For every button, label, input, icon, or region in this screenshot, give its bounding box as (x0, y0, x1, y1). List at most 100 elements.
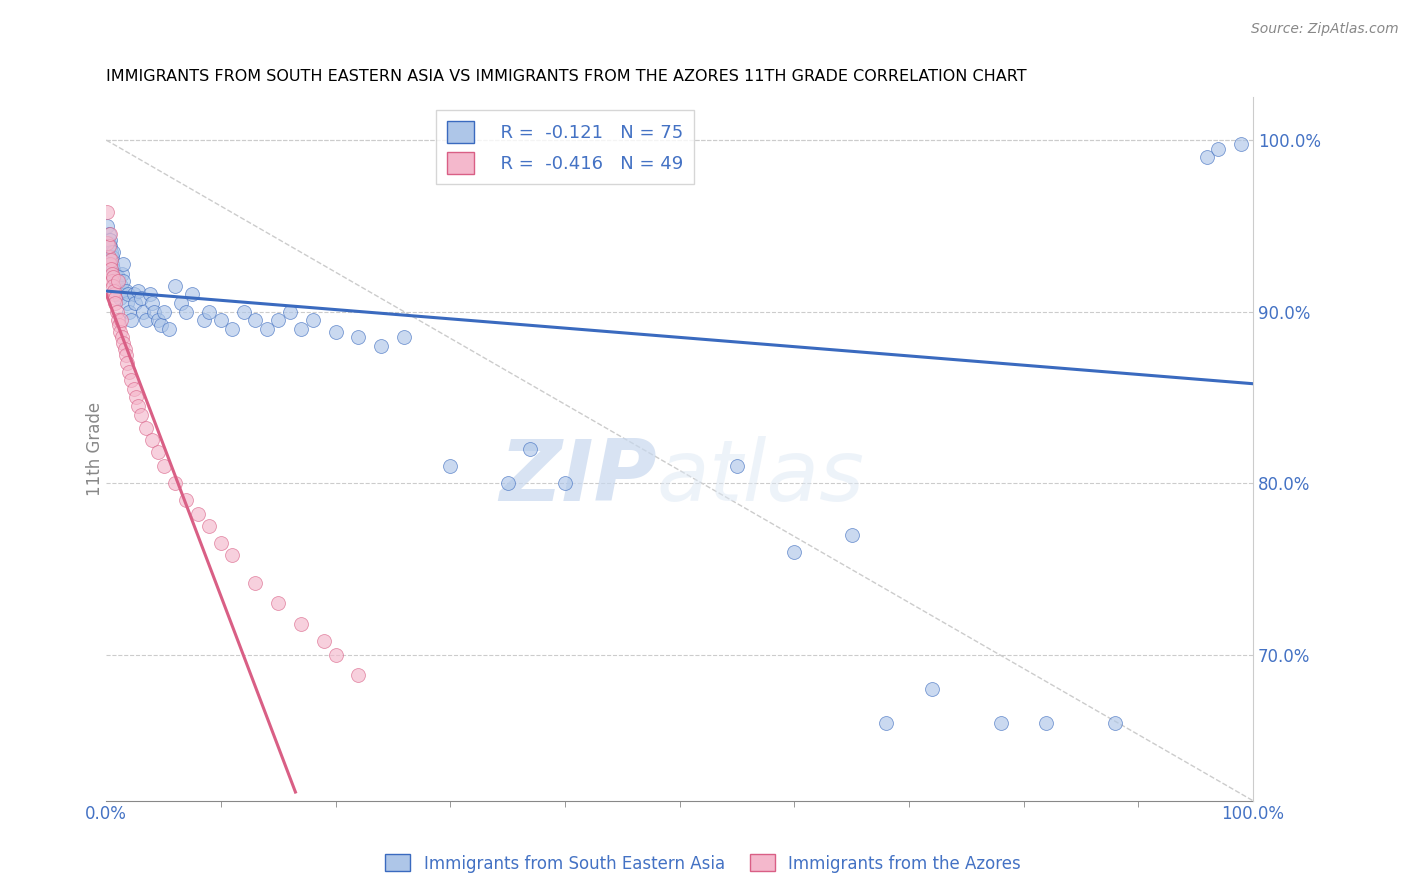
Point (96, 219, 118, 233)
Point (101, 274, 124, 288)
Point (150, 318, 173, 333)
Point (125, 391, 148, 405)
Point (101, 267, 124, 281)
Point (221, 549, 243, 563)
Point (104, 291, 127, 305)
Point (245, 313, 267, 327)
Point (783, 545, 806, 559)
Text: IMMIGRANTS FROM SOUTH EASTERN ASIA VS IMMIGRANTS FROM THE AZORES 11TH GRADE CORR: IMMIGRANTS FROM SOUTH EASTERN ASIA VS IM… (107, 69, 1026, 84)
Point (122, 287, 145, 301)
Point (101, 257, 124, 271)
Point (1195, 150, 1218, 164)
Point (135, 313, 157, 327)
Point (114, 343, 136, 357)
Point (267, 596, 290, 610)
Point (111, 267, 134, 281)
Legend:   R =  -0.121   N = 75,   R =  -0.416   N = 49: R = -0.121 N = 75, R = -0.416 N = 49 (436, 110, 693, 185)
Point (107, 274, 129, 288)
Point (114, 347, 136, 361)
Text: atlas: atlas (657, 435, 865, 518)
Point (108, 291, 131, 305)
Point (108, 325, 131, 339)
Point (96, 235, 118, 250)
Point (129, 291, 152, 305)
Point (111, 330, 134, 344)
Point (163, 476, 186, 491)
Point (121, 313, 143, 327)
Point (112, 257, 135, 271)
Point (290, 616, 312, 631)
Point (325, 648, 347, 662)
Point (347, 330, 370, 344)
Point (98, 257, 121, 271)
Point (152, 458, 174, 473)
Point (347, 668, 370, 682)
Point (439, 458, 461, 473)
Point (143, 304, 166, 318)
Point (301, 313, 323, 327)
Point (122, 382, 145, 396)
Point (105, 279, 128, 293)
Point (104, 274, 127, 288)
Point (97, 227, 120, 242)
Point (152, 304, 174, 318)
Legend: Immigrants from South Eastern Asia, Immigrants from the Azores: Immigrants from South Eastern Asia, Immi… (378, 847, 1028, 880)
Point (135, 421, 157, 435)
Point (290, 322, 312, 336)
Point (100, 253, 122, 268)
Point (104, 267, 127, 281)
Point (875, 716, 897, 731)
Point (146, 445, 169, 459)
Point (110, 279, 132, 293)
Point (245, 575, 267, 590)
Point (163, 279, 186, 293)
Point (181, 287, 204, 301)
Point (496, 476, 519, 491)
Point (103, 284, 125, 298)
Point (267, 313, 290, 327)
Point (105, 304, 128, 318)
Point (101, 261, 124, 276)
Point (325, 325, 347, 339)
Point (139, 287, 162, 301)
Point (110, 313, 132, 327)
Point (519, 442, 541, 456)
Point (108, 284, 131, 298)
Point (101, 270, 124, 285)
Point (117, 287, 139, 301)
Point (104, 296, 127, 310)
Point (232, 304, 254, 318)
Point (98, 239, 121, 253)
Point (103, 287, 125, 301)
Point (107, 313, 129, 327)
Point (1208, 142, 1230, 156)
Point (100, 244, 122, 259)
Point (1035, 716, 1057, 731)
Point (108, 318, 131, 333)
Point (97, 250, 120, 264)
Point (96, 205, 118, 219)
Point (394, 330, 416, 344)
Point (209, 536, 232, 550)
Point (100, 261, 122, 276)
Point (170, 296, 193, 310)
Point (112, 274, 135, 288)
Point (97, 235, 120, 250)
Point (1230, 136, 1253, 151)
Point (118, 365, 141, 379)
Point (115, 296, 138, 310)
Point (841, 527, 863, 541)
Point (129, 408, 152, 422)
Point (176, 493, 198, 508)
Point (127, 399, 149, 413)
Point (97, 239, 120, 253)
Point (112, 335, 135, 350)
Point (114, 284, 136, 298)
Point (141, 434, 163, 448)
Point (193, 313, 215, 327)
Point (221, 322, 243, 336)
Point (100, 253, 122, 268)
Point (554, 476, 576, 491)
Point (725, 458, 748, 473)
Point (198, 304, 221, 318)
